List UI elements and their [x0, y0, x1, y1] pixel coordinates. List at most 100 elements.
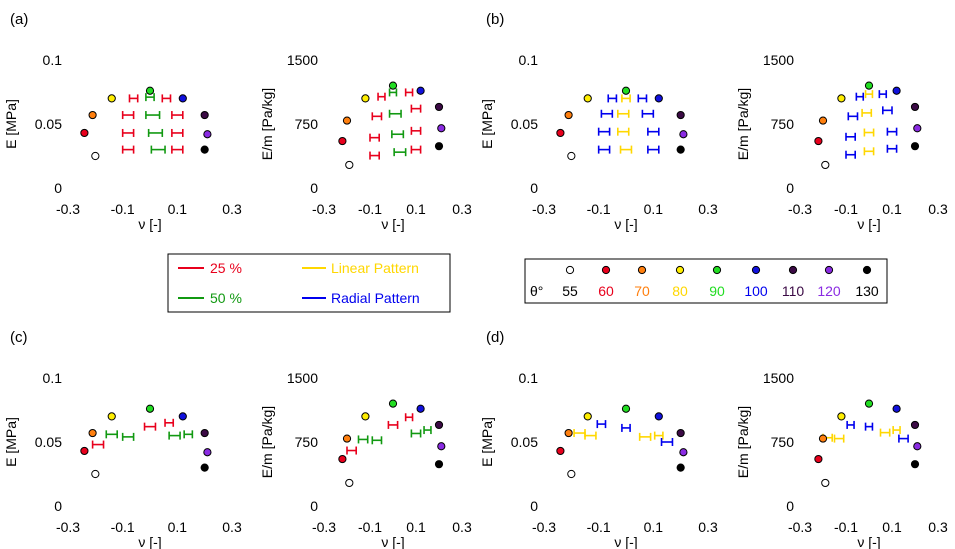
- y-tick-label: 1500: [287, 370, 318, 386]
- marker-theta-100: [416, 86, 425, 95]
- errorbar-yellow: [863, 147, 875, 156]
- marker-theta-80: [107, 412, 116, 421]
- errorbar-yellow: [864, 90, 874, 99]
- errorbar-green: [388, 88, 398, 97]
- marker-theta-60: [556, 446, 565, 456]
- panel-label-c: (c): [10, 329, 28, 346]
- errorbar-red: [121, 145, 135, 154]
- marker-theta-120: [437, 124, 446, 133]
- legend-pattern-box: [167, 253, 451, 313]
- legend-angle-marker-55: [565, 265, 575, 275]
- y-tick-label: 0: [54, 498, 62, 514]
- x-tick-label: -0.1: [587, 201, 611, 217]
- y-axis-label: E/m [Pa/kg]: [259, 88, 275, 160]
- errorbar-green: [388, 109, 402, 118]
- marker-theta-80: [583, 412, 592, 421]
- errorbar-yellow: [653, 431, 664, 440]
- legend-angle-label-55: 55: [562, 283, 578, 299]
- x-tick-label: -0.3: [532, 519, 556, 535]
- errorbar-blue: [878, 90, 888, 99]
- marker-theta-70: [88, 110, 97, 120]
- marker-theta-130: [434, 460, 444, 469]
- subplot-7: 0 0.05 0.1 -0.3 -0.1 0.1 0.3 ν [-] E [MPa]: [479, 370, 718, 549]
- x-tick-label: 0.3: [452, 201, 472, 217]
- x-tick-label: 0.3: [698, 519, 718, 535]
- errorbar-green: [391, 130, 405, 139]
- legend-pattern: 25 % Linear Pattern 50 % Radial Pattern: [167, 253, 451, 313]
- x-tick-label: -0.1: [111, 201, 135, 217]
- errorbar-green: [393, 148, 407, 157]
- marker-theta-80: [361, 412, 370, 421]
- marker-theta-120: [437, 442, 446, 451]
- x-tick-label: -0.3: [788, 201, 812, 217]
- y-tick-label: 1500: [763, 52, 794, 68]
- y-tick-label: 0.1: [43, 52, 63, 68]
- errorbar-yellow: [892, 426, 901, 435]
- x-tick-label: 0.3: [928, 519, 948, 535]
- marker-theta-60: [814, 136, 823, 146]
- legend-angle-prefix: θ°: [530, 283, 543, 299]
- marker-theta-110: [910, 102, 920, 112]
- marker-theta-90: [621, 86, 631, 95]
- y-tick-label: 0: [786, 180, 794, 196]
- marker-theta-130: [910, 460, 920, 469]
- x-tick-label: -0.1: [834, 519, 858, 535]
- errorbar-red: [161, 94, 172, 103]
- legend-angle-box: [524, 258, 888, 304]
- x-tick-label: 0.1: [644, 201, 664, 217]
- errorbar-green: [121, 432, 135, 441]
- y-axis-label: E/m [Pa/kg]: [735, 406, 751, 478]
- legend-angle-marker-110: [788, 265, 798, 275]
- subplot-2: 0 750 1500 -0.3 -0.1 0.1 0.3 ν [-] E/m [Pa/kg]: [259, 52, 472, 232]
- marker-theta-70: [564, 428, 573, 438]
- y-tick-label: 0.1: [519, 52, 539, 68]
- marker-theta-80: [837, 412, 846, 421]
- marker-theta-130: [676, 463, 685, 472]
- errorbar-blue: [597, 145, 611, 154]
- y-axis-label: E [MPa]: [479, 99, 495, 149]
- legend-angle-label-100: 100: [744, 283, 768, 299]
- y-tick-label: 750: [295, 116, 319, 132]
- marker-theta-90: [388, 399, 398, 408]
- errorbar-blue: [846, 420, 855, 429]
- y-tick-label: 0: [310, 498, 318, 514]
- errorbar-blue: [855, 92, 865, 101]
- marker-theta-100: [178, 94, 187, 103]
- errorbar-green: [150, 145, 166, 154]
- marker-theta-110: [676, 110, 685, 120]
- errorbar-red: [371, 112, 383, 121]
- x-tick-label: -0.1: [358, 201, 382, 217]
- legend-angle: θ° 55 60 70 80 90 100 110 120 130: [524, 258, 888, 304]
- x-tick-label: -0.3: [312, 519, 336, 535]
- errorbar-yellow: [861, 108, 873, 117]
- x-tick-label: -0.1: [111, 519, 135, 535]
- x-tick-label: -0.3: [788, 519, 812, 535]
- errorbar-blue: [845, 132, 857, 141]
- marker-theta-55: [567, 469, 576, 479]
- marker-theta-60: [556, 128, 565, 138]
- errorbar-blue: [864, 422, 874, 431]
- y-tick-label: 0.05: [35, 434, 62, 450]
- errorbar-green: [147, 128, 164, 137]
- y-axis-label: E/m [Pa/kg]: [735, 88, 751, 160]
- legend-angle-marker-120: [824, 265, 834, 275]
- panel-label-a: (a): [10, 11, 28, 28]
- errorbar-green: [105, 430, 118, 439]
- errorbar-red: [121, 111, 135, 120]
- marker-theta-80: [107, 94, 116, 103]
- legend-angle-marker-70: [637, 265, 647, 275]
- errorbar-red: [171, 128, 184, 137]
- marker-theta-60: [338, 136, 347, 146]
- legend-angle-label-90: 90: [709, 283, 725, 299]
- errorbar-green: [410, 429, 422, 438]
- x-tick-label: 0.1: [644, 519, 664, 535]
- marker-theta-110: [434, 102, 444, 112]
- panel-labels: (a) (b) (c) (d): [10, 11, 504, 346]
- errorbar-blue: [647, 145, 660, 154]
- marker-theta-70: [342, 116, 352, 125]
- errorbar-yellow: [616, 109, 630, 118]
- errorbar-yellow: [879, 428, 891, 437]
- errorbar-blue: [847, 112, 859, 121]
- errorbar-yellow: [573, 429, 586, 438]
- marker-theta-130: [200, 145, 209, 154]
